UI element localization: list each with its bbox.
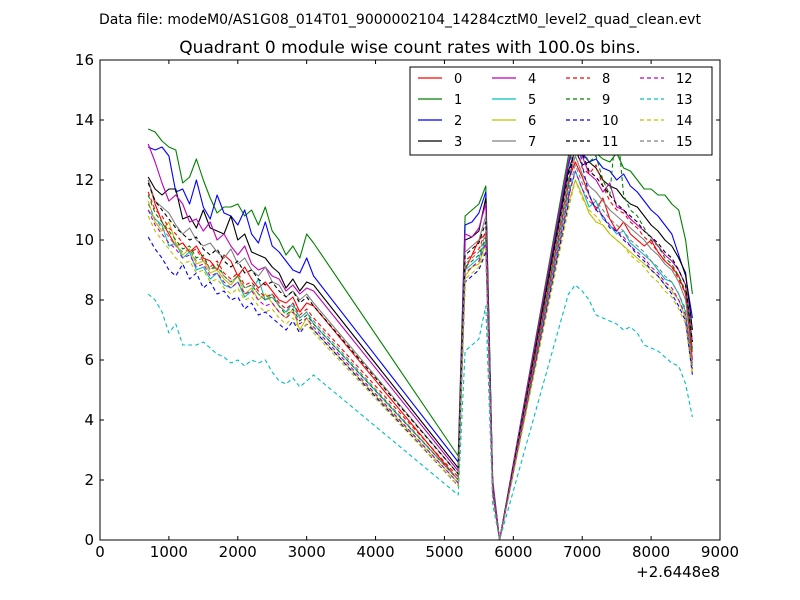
y-tick-label: 4 xyxy=(84,411,94,429)
series-line-5 xyxy=(147,170,693,541)
x-tick-label: 4000 xyxy=(356,543,394,561)
series-line-11 xyxy=(147,149,693,541)
legend-label-5: 5 xyxy=(528,93,536,108)
x-tick-label: 6000 xyxy=(494,543,532,561)
y-tick-label: 14 xyxy=(75,111,94,129)
x-tick-label: 8000 xyxy=(632,543,670,561)
x-tick-label: 1000 xyxy=(150,543,188,561)
legend-label-4: 4 xyxy=(528,72,536,87)
y-tick-label: 0 xyxy=(84,531,94,549)
series-line-15 xyxy=(147,164,693,541)
y-tick-label: 16 xyxy=(75,51,94,69)
legend-label-11: 11 xyxy=(602,135,619,150)
series-line-8 xyxy=(147,143,693,541)
series-lines xyxy=(147,95,693,541)
y-tick-label: 2 xyxy=(84,471,94,489)
legend-label-10: 10 xyxy=(602,114,619,129)
legend-box xyxy=(409,66,713,156)
series-line-14 xyxy=(147,179,693,541)
x-tick-label: 3000 xyxy=(288,543,326,561)
y-tick-label: 8 xyxy=(84,291,94,309)
legend-label-1: 1 xyxy=(454,93,462,108)
legend-label-8: 8 xyxy=(602,72,610,87)
series-line-13 xyxy=(147,284,693,541)
series-line-6 xyxy=(147,179,693,541)
series-line-10 xyxy=(147,119,693,541)
y-tick-label: 6 xyxy=(84,351,94,369)
legend-label-0: 0 xyxy=(454,72,462,87)
x-tick-label: 2000 xyxy=(219,543,257,561)
series-line-4 xyxy=(147,131,693,541)
chart-title: Quadrant 0 module wise count rates with … xyxy=(179,38,640,58)
series-line-1 xyxy=(147,119,693,541)
legend-label-2: 2 xyxy=(454,114,462,129)
x-tick-label: 9000 xyxy=(701,543,739,561)
legend-label-6: 6 xyxy=(528,114,536,129)
axis-ticks: 0 1000 2000 3000 4000 5000 6000 7000 8000 9000 0 2 4… xyxy=(75,51,739,561)
series-line-9 xyxy=(147,95,693,541)
legend-label-12: 12 xyxy=(676,72,693,87)
x-axis-offset-label: +2.6448e8 xyxy=(636,563,720,581)
series-line-3 xyxy=(147,149,693,541)
x-tick-label: 0 xyxy=(95,543,105,561)
legend-label-3: 3 xyxy=(454,135,462,150)
legend-label-15: 15 xyxy=(676,135,693,150)
file-name-suptitle: Data file: modeM0/AS1G08_014T01_90000021… xyxy=(99,12,701,28)
legend-label-14: 14 xyxy=(676,114,693,129)
series-line-7 xyxy=(147,155,693,541)
legend-label-7: 7 xyxy=(528,135,536,150)
legend-label-9: 9 xyxy=(602,93,610,108)
x-tick-label: 7000 xyxy=(563,543,601,561)
y-tick-label: 10 xyxy=(75,231,94,249)
x-tick-label: 5000 xyxy=(425,543,463,561)
series-line-12 xyxy=(147,170,693,541)
series-line-2 xyxy=(147,137,693,541)
legend-label-13: 13 xyxy=(676,93,693,108)
y-tick-label: 12 xyxy=(75,171,94,189)
